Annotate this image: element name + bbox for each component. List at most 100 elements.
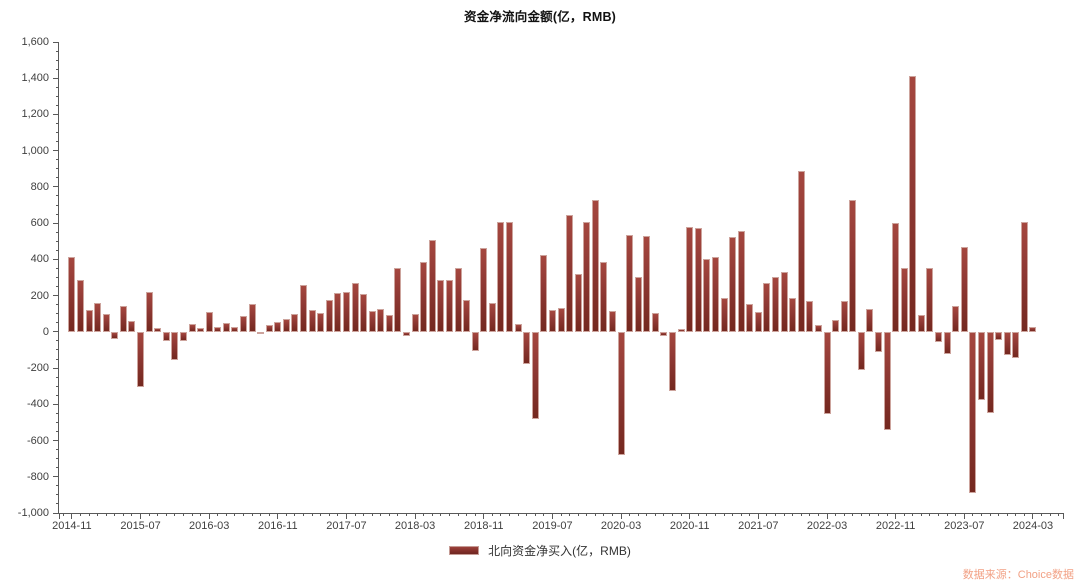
x-axis-minor-tick xyxy=(543,513,545,516)
y-axis-minor-tick xyxy=(56,494,59,496)
x-axis-major-tick xyxy=(71,513,73,519)
y-axis-minor-tick xyxy=(56,430,59,432)
x-axis-minor-tick xyxy=(912,513,914,516)
bar-2018-10 xyxy=(471,331,479,351)
x-axis-minor-tick xyxy=(654,513,656,516)
y-axis-major-tick xyxy=(53,222,59,224)
x-axis-minor-tick xyxy=(843,513,845,516)
y-axis-minor-tick xyxy=(56,195,59,197)
bar-2022-09 xyxy=(875,331,882,353)
y-axis-label: -200 xyxy=(26,362,49,375)
x-axis-minor-tick xyxy=(311,513,313,516)
x-axis-label: 2020-11 xyxy=(669,520,710,532)
bar-2015-04 xyxy=(111,331,119,339)
bar-2018-05 xyxy=(428,239,436,332)
x-axis-minor-tick xyxy=(706,513,708,516)
y-axis-minor-tick xyxy=(56,204,59,206)
x-axis-minor-tick xyxy=(217,513,219,516)
bar-2016-12 xyxy=(282,319,290,332)
bar-2023-05 xyxy=(943,331,951,354)
y-axis-label: 1,000 xyxy=(21,144,49,157)
x-axis-minor-tick xyxy=(775,513,777,516)
x-axis-minor-tick xyxy=(586,513,588,516)
bar-2017-02 xyxy=(300,284,308,332)
x-axis-minor-tick xyxy=(303,513,305,516)
y-axis-minor-tick xyxy=(56,376,59,378)
x-axis-minor-tick xyxy=(980,513,982,516)
bar-2019-03 xyxy=(514,323,522,332)
y-axis-minor-tick xyxy=(56,168,59,170)
x-axis-label: 2022-03 xyxy=(806,520,848,532)
bar-2019-01 xyxy=(497,221,505,332)
y-axis-minor-tick xyxy=(56,286,59,288)
x-axis-minor-tick xyxy=(97,513,99,516)
bar-2023-09 xyxy=(977,331,985,400)
bar-2016-04 xyxy=(214,326,222,332)
x-axis-minor-tick xyxy=(114,513,116,516)
x-axis-minor-tick xyxy=(946,513,948,516)
x-axis-label: 2017-07 xyxy=(326,520,367,532)
legend-label: 北向资金净买入(亿，RMB) xyxy=(488,543,631,558)
bar-2015-02 xyxy=(94,302,102,332)
x-axis-minor-tick xyxy=(431,513,433,516)
x-axis-minor-tick xyxy=(1015,513,1017,516)
bar-2020-09 xyxy=(669,331,677,392)
bar-2020-10 xyxy=(677,329,685,332)
x-axis-minor-tick xyxy=(783,513,785,516)
bar-2018-04 xyxy=(420,261,428,332)
y-axis-minor-tick xyxy=(56,412,59,414)
x-axis-minor-tick xyxy=(191,513,193,516)
x-axis-minor-tick xyxy=(242,513,244,516)
x-axis-minor-tick xyxy=(448,513,450,516)
bar-2016-09 xyxy=(257,331,265,334)
chart-title: 资金净流向金额(亿，RMB) xyxy=(463,10,617,24)
x-axis-label: 2021-07 xyxy=(738,520,779,532)
x-axis-minor-tick xyxy=(714,513,716,516)
x-axis-minor-tick xyxy=(766,513,768,516)
bar-2023-11 xyxy=(995,331,1003,340)
bar-2015-05 xyxy=(119,305,127,332)
bar-2020-04 xyxy=(626,235,634,332)
y-axis-minor-tick xyxy=(56,358,59,360)
x-axis-minor-tick xyxy=(165,513,167,516)
bar-2017-07 xyxy=(342,291,350,332)
x-axis-minor-tick xyxy=(646,513,648,516)
bar-2022-05 xyxy=(840,301,848,332)
x-axis-minor-tick xyxy=(88,513,90,516)
x-axis-label: 2016-03 xyxy=(188,520,230,532)
bar-2019-04 xyxy=(523,331,531,365)
y-axis-minor-tick xyxy=(56,95,59,97)
x-axis-minor-tick xyxy=(148,513,150,516)
bar-2021-09 xyxy=(772,276,780,332)
x-axis-minor-tick xyxy=(680,513,682,516)
x-axis-minor-tick xyxy=(251,513,253,516)
plot-area: -1,000 -800 -600 -400 -200 0 200 400 600 800 1,000… xyxy=(18,36,1064,532)
x-axis-minor-tick xyxy=(388,513,390,516)
y-axis-label: 1,400 xyxy=(21,72,49,85)
bar-2023-01 xyxy=(909,75,917,332)
bar-2023-06 xyxy=(952,306,960,332)
x-axis-label: 2022-11 xyxy=(875,520,916,532)
y-axis-minor-tick xyxy=(56,503,59,505)
bar-2019-02 xyxy=(506,222,513,332)
bar-2023-07 xyxy=(960,246,968,332)
x-axis-minor-tick xyxy=(603,513,605,516)
y-axis-label: -400 xyxy=(26,398,49,411)
x-axis-major-tick xyxy=(620,513,622,519)
x-axis-minor-tick xyxy=(268,513,270,516)
bar-2016-11 xyxy=(274,322,282,332)
x-axis-minor-tick xyxy=(320,513,322,516)
x-axis-minor-tick xyxy=(637,513,639,516)
y-axis-label: -600 xyxy=(26,434,49,447)
bar-2023-10 xyxy=(986,331,994,413)
x-axis-minor-tick xyxy=(474,513,476,516)
bar-2016-10 xyxy=(265,324,273,332)
bar-2018-12 xyxy=(488,302,496,332)
bar-2021-04 xyxy=(729,236,737,332)
x-axis-minor-tick xyxy=(509,513,510,516)
x-axis-minor-tick xyxy=(903,513,905,516)
bar-2017-11 xyxy=(377,309,385,332)
bar-2018-09 xyxy=(463,300,471,332)
x-axis-minor-tick xyxy=(234,513,236,516)
x-axis-minor-tick xyxy=(732,513,734,516)
